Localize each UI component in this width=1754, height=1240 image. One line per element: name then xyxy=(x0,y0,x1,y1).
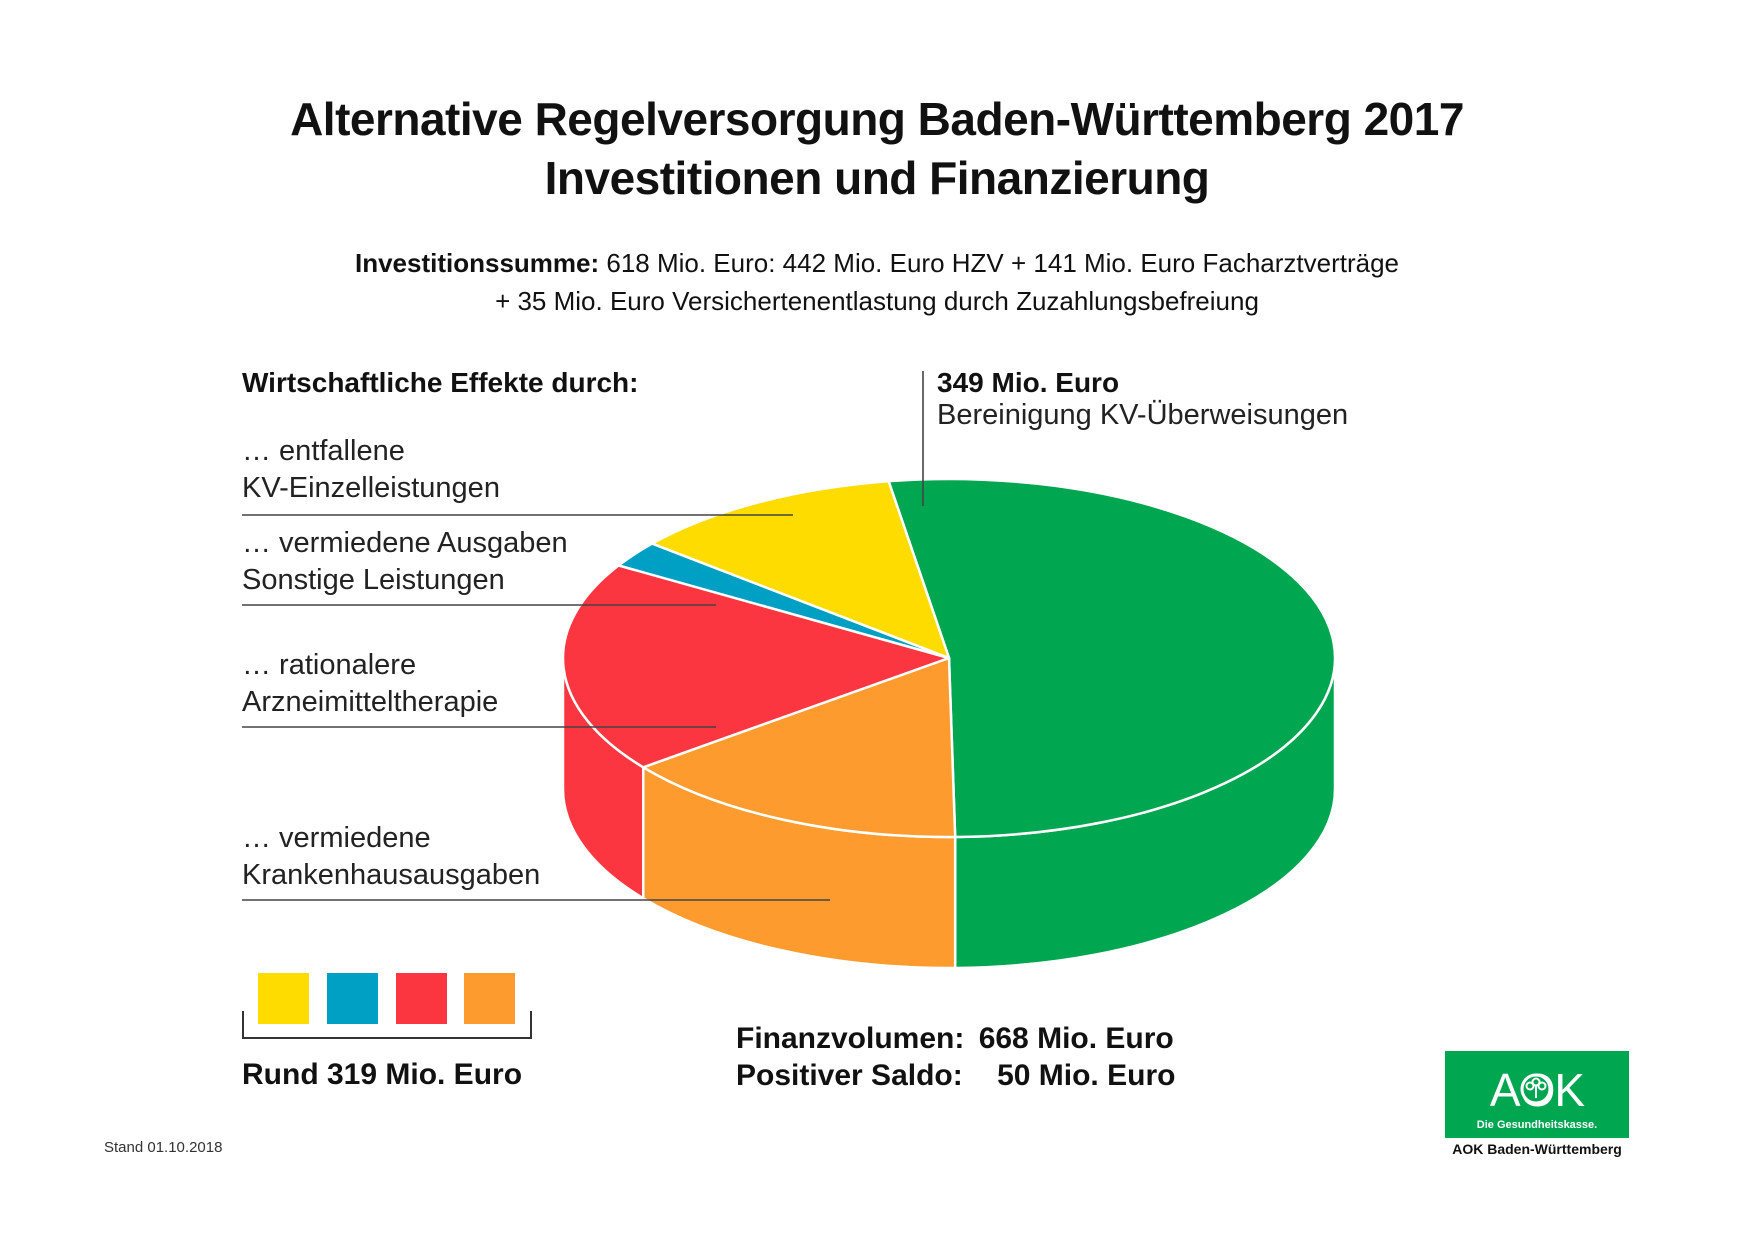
aok-tree-leaf xyxy=(1537,1081,1547,1091)
green-slice-label: 349 Mio. Euro Bereinigung KV-Überweisung… xyxy=(937,367,1348,434)
effect-label-line1: … rationalere xyxy=(242,649,417,681)
investment-detail: 618 Mio. Euro: 442 Mio. Euro HZV + 141 M… xyxy=(599,248,1400,278)
saldo-label: Positiver Saldo: xyxy=(736,1059,963,1092)
aok-wordmark-icon: AOK Die Gesundheitskasse. xyxy=(1477,1064,1597,1131)
effect-label-sonstige-leistungen: … vermiedene Ausgaben Sonstige Leistunge… xyxy=(242,525,568,599)
aok-logo: AOK Die Gesundheitskasse. xyxy=(1445,1051,1629,1138)
aok-caption: AOK Baden-Württemberg xyxy=(1452,1141,1622,1157)
effect-label-line2: Sonstige Leistungen xyxy=(242,564,505,596)
effect-label-line2: Krankenhausausgaben xyxy=(242,859,541,891)
aok-tree-leaf xyxy=(1525,1081,1535,1091)
saldo-value: 50 Mio. Euro xyxy=(997,1059,1176,1092)
aok-tree-leaf xyxy=(1531,1077,1541,1087)
effect-label-arzneimittel: … rationalere Arzneimitteltherapie xyxy=(242,647,498,721)
stand-date: Stand 01.10.2018 xyxy=(104,1139,223,1156)
legend-swatch-orange xyxy=(464,973,515,1024)
legend-swatch-blue xyxy=(327,973,378,1024)
effect-label-line2: Arzneimitteltherapie xyxy=(242,686,499,718)
effects-heading: Wirtschaftliche Effekte durch: xyxy=(242,367,639,398)
effect-label-line1: … vermiedene Ausgaben xyxy=(242,527,568,559)
aok-tagline: Die Gesundheitskasse. xyxy=(1477,1119,1597,1131)
investment-summary-line1: Investitionssumme: 618 Mio. Euro: 442 Mi… xyxy=(0,248,1754,279)
green-slice-value: 349 Mio. Euro xyxy=(937,367,1120,398)
effect-label-kv-einzelleistungen: … entfallene KV-Einzelleistungen xyxy=(242,433,500,507)
effect-label-line1: … entfallene xyxy=(242,435,405,467)
legend-swatch-yellow xyxy=(258,973,309,1024)
effect-label-line2: KV-Einzelleistungen xyxy=(242,472,500,504)
chart-title: Alternative Regelversorgung Baden-Württe… xyxy=(290,93,1464,145)
pie-slice-rationalere-arzneimitteltherapie xyxy=(561,564,951,769)
legend-total: Rund 319 Mio. Euro xyxy=(242,1058,523,1091)
pie-slice-bereinigung-kv-berweisungen xyxy=(887,477,1337,839)
finanzvolumen-label: Finanzvolumen: xyxy=(736,1022,965,1055)
totals-finanzvolumen: Finanzvolumen: 668 Mio. Euro xyxy=(736,1022,1174,1056)
totals-saldo: Positiver Saldo: 50 Mio. Euro xyxy=(736,1059,1175,1093)
investment-summary-line2: + 35 Mio. Euro Versichertenentlastung du… xyxy=(495,286,1259,316)
legend-swatch-red xyxy=(396,973,447,1024)
legend-bracket xyxy=(242,1011,532,1039)
pie-slice-vermiedene-krankenhausausgaben xyxy=(642,656,957,839)
green-slice-text: Bereinigung KV-Überweisungen xyxy=(937,399,1349,431)
chart-subtitle: Investitionen und Finanzierung xyxy=(544,152,1210,204)
effect-label-line1: … vermiedene xyxy=(242,822,431,854)
effect-label-krankenhaus: … vermiedene Krankenhausausgaben xyxy=(242,820,540,894)
pie-slice-entfallene-kv-einzelleistungen xyxy=(650,479,951,660)
finanzvolumen-value: 668 Mio. Euro xyxy=(978,1022,1174,1055)
investment-label: Investitionssumme: xyxy=(354,248,600,278)
